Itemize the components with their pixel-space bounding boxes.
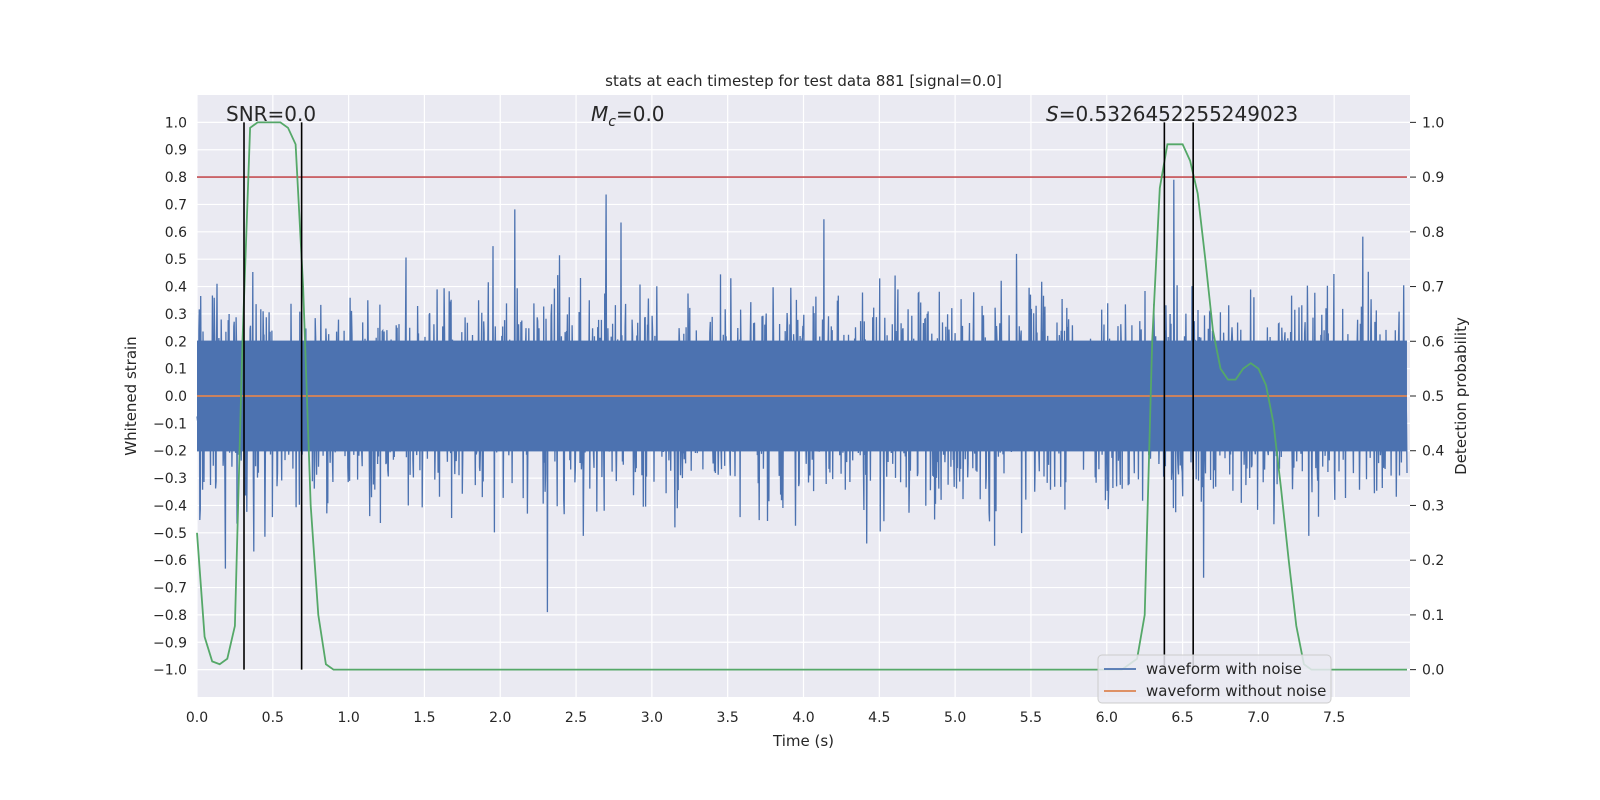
x-tick-label: 7.0 (1247, 710, 1269, 726)
x-tick-label: 2.5 (565, 710, 587, 726)
chart-title: stats at each timestep for test data 881… (605, 72, 1002, 90)
mc-value: =0.0 (616, 102, 665, 126)
legend-box (1097, 654, 1332, 704)
x-tick-label: 6.0 (1096, 710, 1118, 726)
y2-tick-label: 0.9 (1422, 170, 1444, 186)
y2-tick-label: 0.2 (1422, 553, 1444, 569)
y2-tick-label: 0.0 (1422, 663, 1444, 679)
annotation-mc: Mc=0.0 (591, 102, 665, 130)
x-tick-label: 3.5 (717, 710, 739, 726)
legend-label-with-noise: waveform with noise (1146, 660, 1302, 678)
y2-axis-label: Detection probability (1452, 317, 1470, 475)
y-tick-label: 0.0 (165, 389, 187, 405)
y-tick-label: −1.0 (153, 663, 187, 679)
y-tick-label: −0.1 (153, 416, 187, 432)
y-tick-label: 0.2 (165, 334, 187, 350)
x-tick-label: 1.5 (413, 710, 435, 726)
x-tick-label: 4.0 (792, 710, 814, 726)
y-tick-label: −0.8 (153, 608, 187, 624)
y-tick-label: −0.9 (153, 635, 187, 651)
x-tick-label: 5.5 (1020, 710, 1042, 726)
y-tick-label: 0.4 (165, 280, 187, 296)
y-tick-label: 0.9 (165, 143, 187, 159)
y-tick-label: 0.6 (165, 225, 187, 241)
y-tick-label: −0.2 (153, 444, 187, 460)
x-tick-label: 7.5 (1323, 710, 1345, 726)
y2-tick-label: 0.8 (1422, 225, 1444, 241)
mc-symbol: M (591, 102, 608, 126)
y-tick-label: 0.5 (165, 252, 187, 268)
x-tick-label: 6.5 (1171, 710, 1193, 726)
annotation-snr: SNR=0.0 (226, 102, 316, 126)
x-tick-label: 5.0 (944, 710, 966, 726)
x-axis-label: Time (s) (772, 732, 834, 750)
y-axis-label: Whitened strain (122, 336, 140, 455)
y2-tick-label: 0.6 (1422, 334, 1444, 350)
y2-tick-label: 0.5 (1422, 389, 1444, 405)
x-tick-label: 3.0 (641, 710, 663, 726)
x-tick-label: 0.0 (186, 710, 208, 726)
s-symbol: S (1046, 102, 1059, 126)
axis-ticks: 0.0 0.5 1.0 1.5 2.0 2.5 3.0 3.5 4.0 4.5 5.0 5.5 6.0 6… (153, 115, 1444, 726)
x-tick-label: 0.5 (262, 710, 284, 726)
x-tick-label: 2.0 (489, 710, 511, 726)
y-tick-label: −0.3 (153, 471, 187, 487)
y2-tick-label: 0.4 (1422, 444, 1444, 460)
y-tick-label: 0.1 (165, 362, 187, 378)
y-tick-label: −0.5 (153, 526, 187, 542)
y2-tick-label: 0.7 (1422, 280, 1444, 296)
s-value: =0.5326452255249023 (1059, 102, 1298, 126)
y2-tick-label: 0.1 (1422, 608, 1444, 624)
y2-tick-label: 0.3 (1422, 498, 1444, 514)
mc-subscript: c (608, 114, 616, 130)
x-tick-label: 4.5 (868, 710, 890, 726)
y2-tick-label: 1.0 (1422, 115, 1444, 131)
y-tick-label: 0.7 (165, 197, 187, 213)
legend: waveform with noise waveform without noi… (1097, 654, 1332, 704)
detection-probability-line (196, 121, 1407, 671)
annotation-s: S=0.5326452255249023 (1046, 102, 1298, 126)
y-tick-label: −0.7 (153, 581, 187, 597)
y-tick-label: 1.0 (165, 115, 187, 131)
y-tick-label: −0.4 (153, 498, 187, 514)
legend-label-without-noise: waveform without noise (1146, 682, 1326, 700)
y-tick-label: 0.3 (165, 307, 187, 323)
y-tick-label: 0.8 (165, 170, 187, 186)
overlays (196, 121, 1407, 671)
y-tick-label: −0.6 (153, 553, 187, 569)
x-tick-label: 1.0 (337, 710, 359, 726)
